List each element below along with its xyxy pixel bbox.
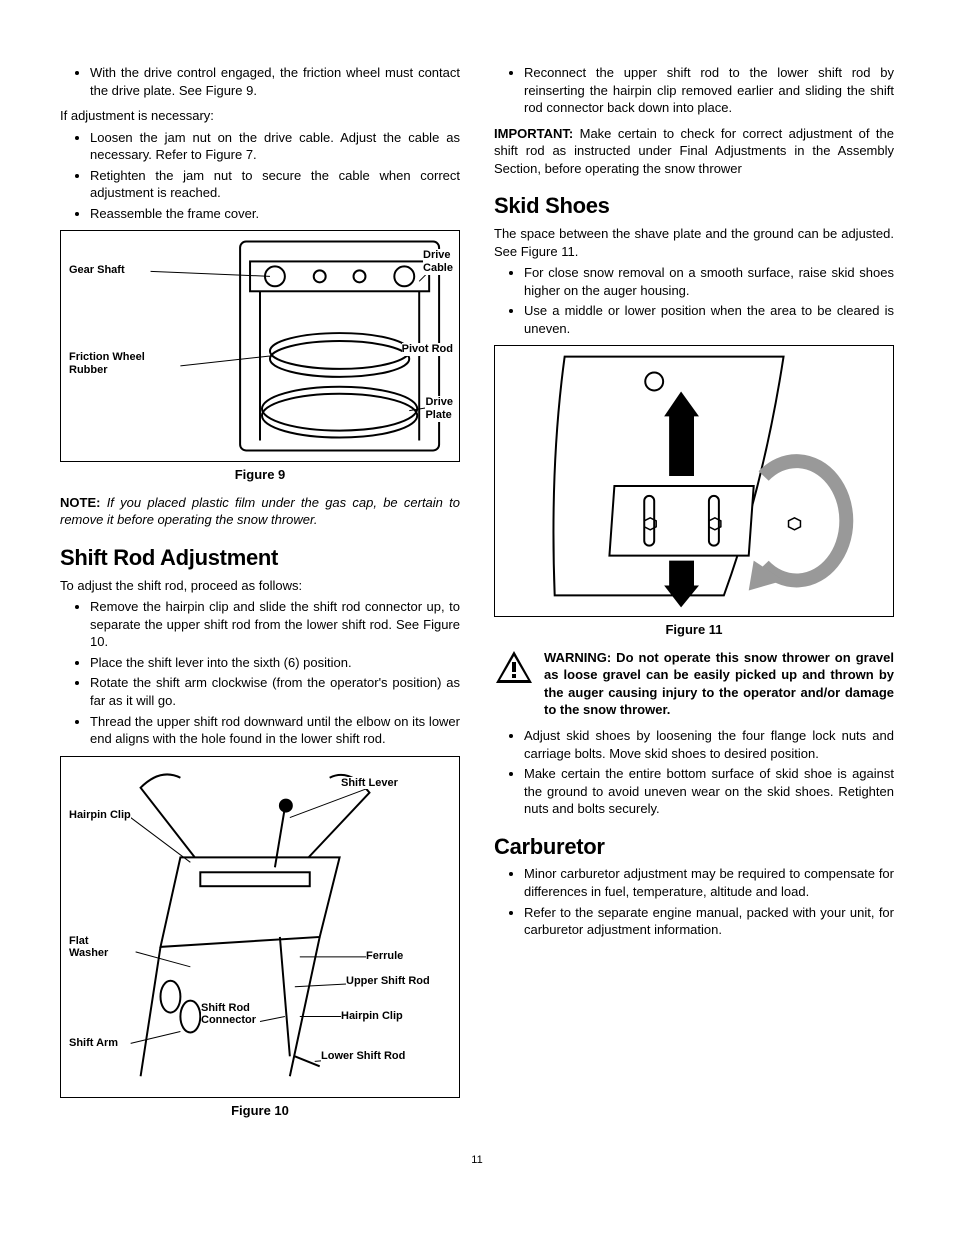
- fig9-label-drive-cable: Drive Cable: [423, 249, 453, 274]
- figure-9: Gear Shaft Friction Wheel Rubber Drive C…: [60, 230, 460, 462]
- note-paragraph: NOTE: If you placed plastic film under t…: [60, 494, 460, 529]
- figure-11: [494, 345, 894, 617]
- left-column: With the drive control engaged, the fric…: [60, 60, 460, 1129]
- figure-9-caption: Figure 9: [60, 466, 460, 484]
- shift-bullet-list: Remove the hairpin clip and slide the sh…: [60, 598, 460, 747]
- list-item: Reassemble the frame cover.: [90, 205, 460, 223]
- reconnect-bullet-list: Reconnect the upper shift rod to the low…: [494, 64, 894, 117]
- figure-10-caption: Figure 10: [60, 1102, 460, 1120]
- carburetor-heading: Carburetor: [494, 832, 894, 862]
- warning-icon: [494, 649, 534, 685]
- note-label: NOTE:: [60, 495, 100, 510]
- shift-intro: To adjust the shift rod, proceed as foll…: [60, 577, 460, 595]
- fig9-label-friction-wheel-rubber: Friction Wheel Rubber: [69, 351, 145, 376]
- list-item: Refer to the separate engine manual, pac…: [524, 904, 894, 939]
- page-number: 11: [60, 1153, 894, 1168]
- figure-10-svg: [61, 757, 459, 1097]
- fig10-label-shift-arm: Shift Arm: [69, 1037, 118, 1050]
- figure-11-caption: Figure 11: [494, 621, 894, 639]
- carb-bullets: Minor carburetor adjustment may be requi…: [494, 865, 894, 938]
- skid-intro: The space between the shave plate and th…: [494, 225, 894, 260]
- fig9-label-pivot-rod: Pivot Rod: [402, 343, 453, 356]
- list-item: Rotate the shift arm clockwise (from the…: [90, 674, 460, 709]
- list-item: Reconnect the upper shift rod to the low…: [524, 64, 894, 117]
- list-item: With the drive control engaged, the fric…: [90, 64, 460, 99]
- list-item: Place the shift lever into the sixth (6)…: [90, 654, 460, 672]
- fig10-label-shift-lever: Shift Lever: [341, 777, 398, 790]
- right-column: Reconnect the upper shift rod to the low…: [494, 60, 894, 1129]
- adjust-bullet-list: Loosen the jam nut on the drive cable. A…: [60, 129, 460, 223]
- list-item: Remove the hairpin clip and slide the sh…: [90, 598, 460, 651]
- figure-11-svg: [495, 346, 893, 616]
- important-label: IMPORTANT:: [494, 126, 573, 141]
- skid-bullets-b: Adjust skid shoes by loosening the four …: [494, 727, 894, 818]
- note-text: If you placed plastic film under the gas…: [60, 495, 460, 528]
- list-item: For close snow removal on a smooth surfa…: [524, 264, 894, 299]
- figure-10: Shift Lever Hairpin Clip Flat Washer Fer…: [60, 756, 460, 1098]
- fig10-label-lower-shift-rod: Lower Shift Rod: [321, 1050, 405, 1063]
- fig10-label-shift-rod-connector: Shift Rod Connector: [201, 1002, 256, 1027]
- intro-bullet-list: With the drive control engaged, the fric…: [60, 64, 460, 99]
- important-paragraph: IMPORTANT: Make certain to check for cor…: [494, 125, 894, 178]
- fig9-label-drive-plate: Drive Plate: [425, 396, 453, 421]
- intro-followup: If adjustment is necessary:: [60, 107, 460, 125]
- fig10-label-upper-shift-rod: Upper Shift Rod: [346, 975, 430, 988]
- fig9-label-gear-shaft: Gear Shaft: [69, 264, 125, 277]
- list-item: Thread the upper shift rod downward unti…: [90, 713, 460, 748]
- shift-rod-heading: Shift Rod Adjustment: [60, 543, 460, 573]
- fig10-label-flat-washer: Flat Washer: [69, 935, 108, 960]
- skid-bullets-a: For close snow removal on a smooth surfa…: [494, 264, 894, 337]
- fig10-label-hairpin-clip-top: Hairpin Clip: [69, 809, 131, 822]
- list-item: Make certain the entire bottom surface o…: [524, 765, 894, 818]
- fig10-label-ferrule: Ferrule: [366, 950, 403, 963]
- skid-shoes-heading: Skid Shoes: [494, 191, 894, 221]
- page: With the drive control engaged, the fric…: [60, 60, 894, 1129]
- list-item: Retighten the jam nut to secure the cabl…: [90, 167, 460, 202]
- list-item: Loosen the jam nut on the drive cable. A…: [90, 129, 460, 164]
- list-item: Minor carburetor adjustment may be requi…: [524, 865, 894, 900]
- fig10-label-hairpin-clip-bottom: Hairpin Clip: [341, 1010, 403, 1023]
- warning-text: WARNING: Do not operate this snow throwe…: [544, 649, 894, 719]
- warning-box: WARNING: Do not operate this snow throwe…: [494, 649, 894, 719]
- list-item: Adjust skid shoes by loosening the four …: [524, 727, 894, 762]
- list-item: Use a middle or lower position when the …: [524, 302, 894, 337]
